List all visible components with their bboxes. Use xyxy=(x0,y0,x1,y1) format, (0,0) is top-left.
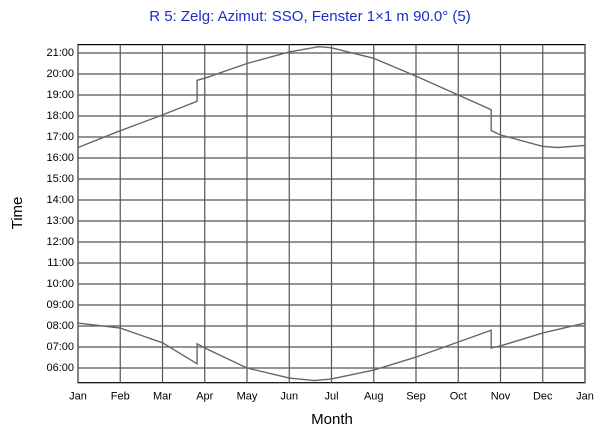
y-tick-label: 10:00 xyxy=(46,278,74,290)
x-tick-label: Jan xyxy=(69,391,87,403)
x-tick-label: Apr xyxy=(196,391,213,403)
series-line xyxy=(77,45,586,149)
y-tick-label: 06:00 xyxy=(46,362,74,374)
y-tick-label: 14:00 xyxy=(46,194,74,206)
x-tick-label: Sep xyxy=(406,391,426,403)
series-line xyxy=(77,322,586,382)
y-tick-label: 18:00 xyxy=(46,110,74,122)
y-tick-label: 08:00 xyxy=(46,320,74,332)
y-tick-label: 07:00 xyxy=(46,341,74,353)
y-axis-label: Time xyxy=(9,197,26,230)
x-tick-label: May xyxy=(237,391,258,403)
x-tick-label: Jan xyxy=(576,391,594,403)
y-tick-label: 21:00 xyxy=(46,47,74,59)
y-tick-label: 09:00 xyxy=(46,299,74,311)
x-tick-label: Jun xyxy=(280,391,298,403)
y-tick-label: 15:00 xyxy=(46,173,74,185)
x-axis-label: Month xyxy=(311,411,353,428)
x-tick-label: Jul xyxy=(324,391,338,403)
x-tick-label: Aug xyxy=(364,391,384,403)
y-tick-label: 20:00 xyxy=(46,68,74,80)
x-tick-label: Dec xyxy=(533,391,553,403)
x-tick-label: Nov xyxy=(491,391,511,403)
chart-title: R 5: Zelg: Azimut: SSO, Fenster 1×1 m 90… xyxy=(149,8,471,25)
x-tick-label: Feb xyxy=(111,391,130,403)
x-tick-label: Oct xyxy=(450,391,467,403)
y-tick-label: 17:00 xyxy=(46,131,74,143)
y-tick-label: 12:00 xyxy=(46,236,74,248)
y-tick-label: 13:00 xyxy=(46,215,74,227)
y-tick-label: 19:00 xyxy=(46,89,74,101)
y-tick-label: 16:00 xyxy=(46,152,74,164)
x-tick-label: Mar xyxy=(153,391,172,403)
y-tick-label: 11:00 xyxy=(47,257,74,269)
